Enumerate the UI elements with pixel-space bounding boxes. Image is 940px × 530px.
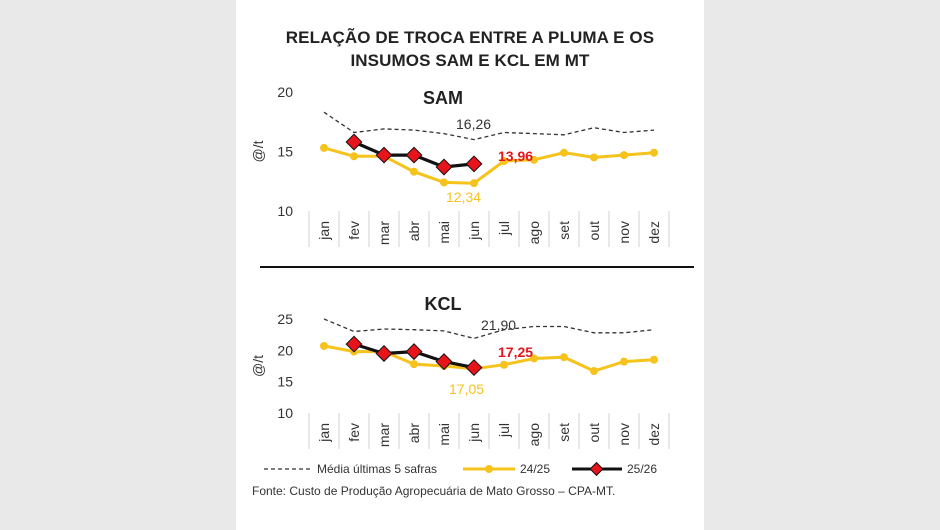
kcl-series-2425-point [530,354,538,363]
sam-series-2526-point [465,155,483,173]
kcl-series-2526-point [345,335,363,353]
kcl-x-category-label: set [556,423,572,442]
legend-2425-label: 24/25 [520,462,550,476]
sam-series-2425-point [500,157,508,166]
kcl-x-category-label: mai [436,423,452,446]
sam-x-category-label: jun [466,221,482,241]
sam-x-category-label: mai [436,221,452,244]
kcl-series-2425-point [410,360,418,369]
sam-ytick-label: 15 [277,144,293,160]
kcl-series-2425-point [620,357,628,366]
sam-x-category-label: out [586,221,602,241]
source-note: Fonte: Custo de Produção Agropecuária de… [252,484,616,498]
kcl-y-axis-label: @/t [250,355,266,377]
chart-card: RELAÇÃO DE TROCA ENTRE A PLUMA E OS INSU… [236,0,704,530]
sam-series-2425-point [590,153,598,162]
sam-series-2425-point [650,148,658,157]
kcl-x-category-label: mar [376,423,392,447]
sam-x-category-label: fev [346,221,362,240]
kcl-chart-title: KCL [425,294,462,314]
sam-series-2526-point [345,133,363,151]
sam-x-category-label: ago [526,221,542,245]
sam-ytick-label: 20 [277,84,293,100]
kcl-ytick-label: 20 [277,342,293,358]
sam-series-2425-point [440,178,448,187]
sam-series-2526-point [375,146,393,164]
kcl-x-category-label: jun [466,423,482,443]
kcl-x-category-label: ago [526,423,542,447]
sam-series-2425-point [320,143,328,152]
kcl-x-category-label: out [586,423,602,443]
sam-x-category-label: set [556,221,572,240]
kcl-data-label: 17,05 [449,381,484,397]
sam-data-label: 13,96 [498,148,533,164]
legend-2526-label: 25/26 [627,462,657,476]
kcl-series-2425-point [320,341,328,350]
kcl-series-2526-point [375,344,393,362]
sam-x-category-label: jan [316,221,332,241]
sam-series-2425-point [410,167,418,176]
kcl-data-label: 17,25 [498,344,533,360]
sam-series-2425-line [323,146,655,185]
sam-series-2425-point [350,152,358,161]
main-title-line-2: INSUMOS SAM E KCL EM MT [350,51,590,70]
sam-series-2425-point [560,148,568,157]
sam-x-category-label: nov [616,221,632,244]
sam-x-category-label: jul [496,221,512,236]
sam-series-2425-point [530,155,538,164]
sam-x-category-label: abr [406,221,422,242]
kcl-series-2526-point [405,343,423,361]
sam-series-2425-point [620,151,628,160]
sam-x-category-label: mar [376,221,392,245]
sam-x-category-label: dez [646,221,662,244]
kcl-x-category-label: fev [346,423,362,442]
sam-y-axis-label: @/t [250,140,266,162]
kcl-x-category-label: jan [316,423,332,443]
sam-data-label: 16,26 [456,116,491,132]
sam-series-2526-point [435,158,453,176]
kcl-series-2425-point [650,355,658,364]
kcl-x-category-label: dez [646,423,662,446]
kcl-series-2425-point [590,367,598,376]
sam-ytick-label: 10 [277,203,293,219]
kcl-series-2425-point [560,353,568,362]
kcl-ytick-label: 10 [277,405,293,421]
kcl-ytick-label: 15 [277,374,293,390]
kcl-x-category-label: abr [406,423,422,444]
kcl-x-category-label: nov [616,423,632,446]
kcl-ytick-label: 25 [277,311,293,327]
main-title-line-1: RELAÇÃO DE TROCA ENTRE A PLUMA E OS [285,28,655,47]
legend-2526-marker [589,461,604,477]
sam-series-2425-point [470,179,478,188]
kcl-series-media-line [323,318,655,340]
legend-2425-marker [485,465,493,473]
kcl-data-label: 21,90 [481,317,516,333]
kcl-x-category-label: jul [496,423,512,438]
kcl-series-2425-point [500,360,508,369]
sam-data-label: 12,34 [446,189,481,205]
sam-chart-title: SAM [423,88,463,108]
kcl-series-2526-point [435,353,453,371]
main-title: RELAÇÃO DE TROCA ENTRE A PLUMA E OS INSU… [236,26,704,72]
kcl-series-2526-point [465,359,483,377]
legend-media-label: Média últimas 5 safras [317,462,437,476]
sam-series-2526-point [405,146,423,164]
